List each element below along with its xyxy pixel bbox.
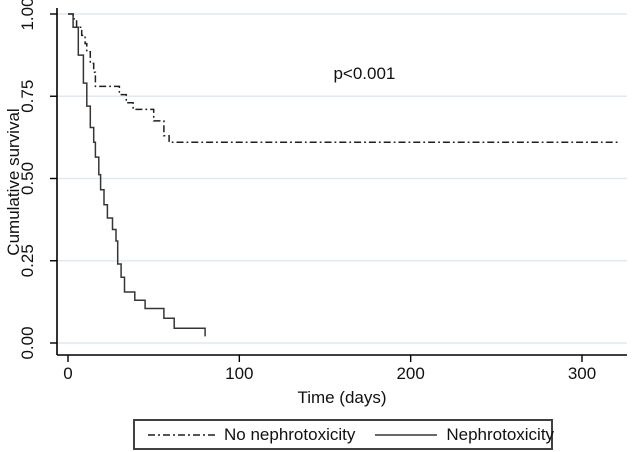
y-tick-label: 0.25 (18, 244, 37, 277)
p-value-annotation: p<0.001 (333, 64, 395, 83)
curve-nephrotoxicity (68, 13, 206, 337)
tick-marks-and-labels: 0.00 0.25 0.50 0.75 1.00 0 100 200 300 (18, 0, 596, 383)
y-tick-label: 0.00 (18, 326, 37, 359)
survival-curves (68, 13, 620, 337)
legend: No nephrotoxicity Nephrotoxicity (133, 419, 555, 450)
y-tick-label: 1.00 (18, 0, 37, 31)
legend-label-no-nephrotoxicity: No nephrotoxicity (224, 425, 356, 444)
dash-dot-line-sample (148, 433, 216, 436)
curve-no-nephrotoxicity (68, 13, 620, 144)
y-tick-label: 0.75 (18, 80, 37, 113)
y-axis-title: Cumulative survival (4, 108, 23, 255)
x-tick-label: 300 (568, 364, 596, 383)
x-axis-title: Time (days) (297, 388, 386, 407)
gridlines (57, 13, 627, 344)
axes (56, 8, 627, 356)
x-tick-label: 100 (225, 364, 253, 383)
legend-label-nephrotoxicity: Nephrotoxicity (446, 425, 555, 444)
x-tick-label: 200 (396, 364, 424, 383)
solid-line-sample (375, 433, 438, 436)
x-tick-label: 0 (63, 364, 72, 383)
y-tick-label: 0.50 (18, 162, 37, 195)
